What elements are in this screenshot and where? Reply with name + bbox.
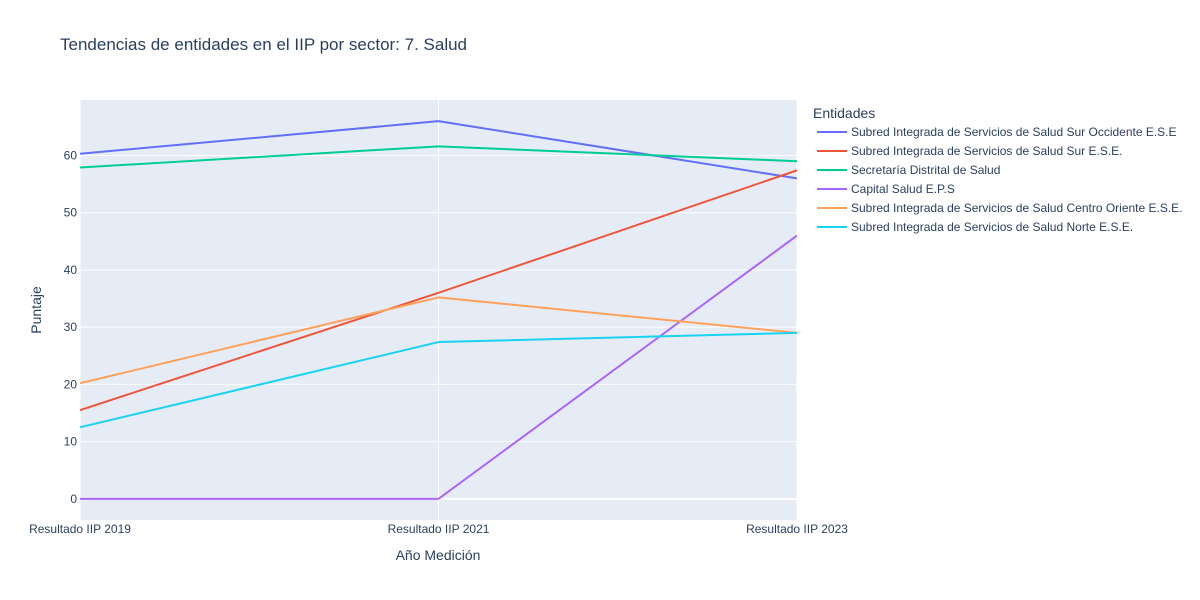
y-tick-label: 60	[64, 149, 78, 163]
y-tick-label: 50	[64, 206, 78, 220]
legend: Entidades Subred Integrada de Servicios …	[813, 105, 1183, 234]
legend-item[interactable]: Subred Integrada de Servicios de Salud S…	[817, 144, 1123, 158]
series-line-3	[80, 145, 797, 169]
x-tick-label: Resultado IIP 2019	[29, 522, 131, 536]
legend-item[interactable]: Subred Integrada de Servicios de Salud C…	[817, 201, 1183, 215]
y-tick-label: 20	[64, 377, 78, 391]
legend-title: Entidades	[813, 105, 875, 121]
y-axis-ticks: 0 10 20 30 40 50 60	[64, 149, 78, 506]
series-line-2	[80, 169, 797, 412]
y-tick-label: 40	[64, 263, 78, 277]
legend-label: Subred Integrada de Servicios de Salud C…	[851, 201, 1183, 215]
legend-item[interactable]: Subred Integrada de Servicios de Salud N…	[817, 220, 1133, 234]
legend-label: Secretaría Distrital de Salud	[851, 163, 1000, 177]
series-lines	[80, 120, 797, 500]
legend-item[interactable]: Subred Integrada de Servicios de Salud S…	[817, 125, 1177, 139]
y-axis-title: Puntaje	[28, 286, 44, 334]
series-line-4	[80, 234, 797, 500]
legend-item[interactable]: Capital Salud E.P.S	[817, 182, 955, 196]
legend-label: Subred Integrada de Servicios de Salud S…	[851, 144, 1123, 158]
legend-label: Capital Salud E.P.S	[851, 182, 955, 196]
x-axis-title: Año Medición	[396, 547, 481, 563]
x-axis-ticks: Resultado IIP 2019 Resultado IIP 2021 Resu…	[29, 522, 848, 536]
y-tick-label: 10	[64, 435, 78, 449]
x-tick-label: Resultado IIP 2023	[746, 522, 848, 536]
legend-item[interactable]: Secretaría Distrital de Salud	[817, 163, 1000, 177]
series-line-6	[80, 331, 797, 429]
chart-title: Tendencias de entidades en el IIP por se…	[60, 35, 467, 54]
series-line-1	[80, 120, 797, 180]
legend-label: Subred Integrada de Servicios de Salud S…	[851, 125, 1177, 139]
x-tick-label: Resultado IIP 2021	[388, 522, 490, 536]
y-tick-label: 30	[64, 320, 78, 334]
series-line-5	[80, 296, 797, 385]
legend-label: Subred Integrada de Servicios de Salud N…	[851, 220, 1133, 234]
y-tick-label: 0	[70, 492, 77, 506]
